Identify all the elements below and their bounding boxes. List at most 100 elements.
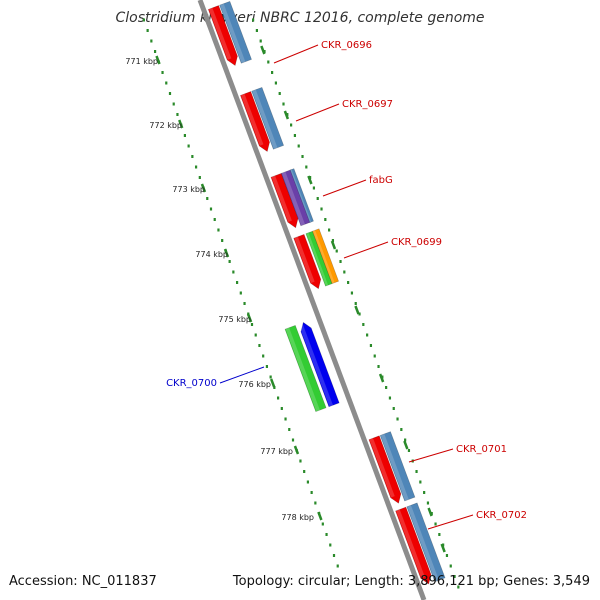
gene-cog-band-ckr-0697-sheen [252,89,278,150]
scale-major-tick [223,248,230,258]
scale-dot [284,417,287,421]
outer-scale-dot [373,354,376,358]
outer-scale-dot [335,249,338,253]
outer-scale-tick [260,45,266,55]
gene-label-ckr-0697[interactable]: CKR_0697 [342,99,393,110]
gene-label-ckr-0700[interactable]: CKR_0700 [166,378,217,389]
gene-cds-ckr-0701[interactable] [368,435,402,504]
scale-dot [332,554,336,557]
outer-scale-dot [312,186,316,190]
gene-cds-ckr-0697-sheen [240,93,264,146]
scale-dot [276,396,280,400]
outer-scale-dot [252,18,255,22]
scale-dot [161,71,164,74]
scale-dot [191,155,194,158]
scale-dot [221,239,224,242]
scale-dot [217,228,220,232]
scale-major-tick [178,119,184,129]
gene-cds-ckr-0696[interactable] [207,5,238,67]
scale-label: 776 kbp [238,380,271,389]
outer-scale-dot [426,501,430,505]
outer-scale-dot [339,260,342,263]
gene-cog-band-ckr-0701[interactable] [379,431,416,502]
outer-scale-tick [354,305,360,315]
scale-dot [273,386,276,389]
outer-scale-dot [305,165,308,169]
scale-dot [269,375,272,379]
scale-dot [306,480,310,484]
scale-dot [336,564,339,568]
scale-dot [329,543,332,547]
outer-scale-dot [358,312,361,316]
scale-major-tick [293,445,300,455]
outer-scale-tick [440,543,446,553]
gene-cds-ckr-0702-sheen [396,509,425,579]
scale-dot [250,323,254,326]
scale-label: 778 kbp [281,513,314,522]
outer-scale-dot [377,365,380,368]
scale-dot [206,197,209,200]
gene-cog-band-ckr-0702[interactable] [406,502,446,583]
gene-cds-ckr-0699-sheen [294,236,315,283]
backbone-line [197,0,427,600]
scale-dot [299,459,302,463]
gene-cog-band-ckr-0700[interactable] [284,324,327,413]
outer-scale-dot [331,239,335,242]
outer-scale-dot [297,144,300,148]
outer-scale-dot [423,491,426,494]
scale-label: 774 kbp [195,250,228,259]
scale-ticks: 771 kbp 772 kbp 773 kbp 774 kbp 775 kbp 776 k… [125,18,460,589]
scale-dot [254,333,257,337]
gene-label-leader [295,103,340,122]
gene-label-ckr-0702[interactable]: CKR_0702 [476,510,527,521]
genome-backbone [197,0,427,600]
gene-cds-ckr-0702[interactable] [395,506,432,585]
gene-label-ckr-0696[interactable]: CKR_0696 [321,40,372,51]
gene-label-leader [408,448,454,463]
outer-scale-dot [407,449,411,452]
scale-dot [198,176,201,179]
scale-dot [183,134,187,137]
gene-cog-band-ckr-0699-sheen [312,230,335,284]
scale-dot [262,354,265,358]
outer-scale-dot [320,207,323,211]
outer-scale-dot [278,92,281,95]
scale-dot [165,81,168,85]
scale-dot [228,260,231,263]
gene-cog-band-ckr-0699[interactable] [312,228,339,285]
outer-scale-dot [271,71,274,74]
outer-scale-tick [378,373,385,383]
outer-scale-dot [369,344,373,347]
scale-dot [243,302,246,305]
scale-dot [288,428,291,431]
gene-cds-fabg[interactable] [270,172,299,229]
gene-label-fabg[interactable]: fabG [369,175,393,186]
outer-scale-dot [316,197,319,200]
scale-major-tick [269,378,276,388]
gene-cog-band-ckr-0697[interactable] [251,86,285,150]
outer-scale-dot [347,281,350,284]
gene-cog-band-fabg[interactable] [289,168,314,223]
genome-summary-text: Topology: circular; Length: 3,896,121 bp… [232,574,590,589]
gene-cog-band-fabg-sheen [290,169,312,223]
gene-cog-band-ckr-0701-sheen [380,433,409,501]
scale-dot [142,18,145,22]
scale-label: 773 kbp [172,185,205,194]
gene-cds-ckr-0700[interactable] [300,321,340,408]
outer-scale-dot [274,81,278,85]
gene-cds-ckr-0697[interactable] [240,91,270,153]
outer-scale-tick [427,507,433,517]
scale-dot [194,165,198,169]
gene-cog-band-ckr-0696[interactable] [219,0,252,64]
gene-label-ckr-0699[interactable]: CKR_0699 [391,237,442,248]
gene-label-leader [322,179,367,197]
scale-label: 771 kbp [125,57,158,66]
scale-dot [209,207,213,211]
outer-scale-dot [404,438,407,442]
scale-dot [258,344,261,347]
gene-label-ckr-0701[interactable]: CKR_0701 [456,444,507,455]
gene-cds-ckr-0699[interactable] [293,233,322,290]
outer-scale-dot [445,554,449,557]
outer-scale-dot [293,134,297,137]
